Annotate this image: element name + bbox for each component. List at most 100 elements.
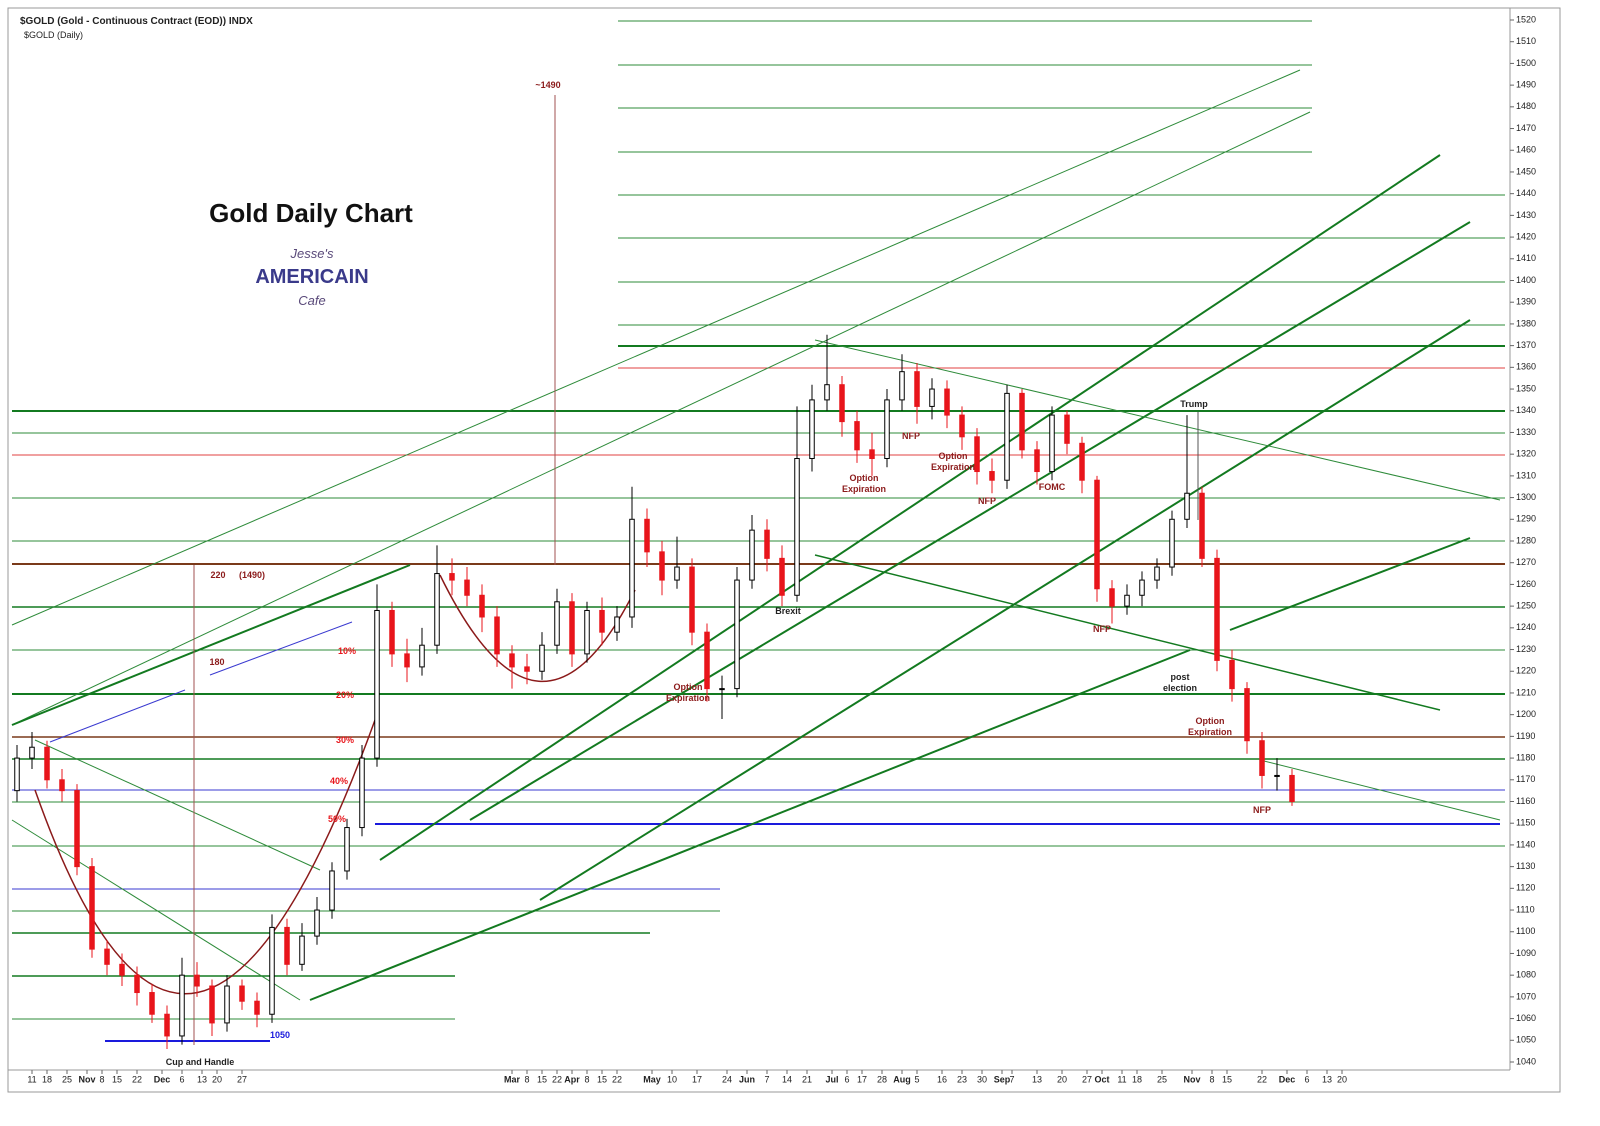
annotation-line: Option bbox=[939, 451, 968, 461]
x-tick-label: 13 bbox=[1322, 1074, 1332, 1084]
y-tick-label: 1260 bbox=[1516, 579, 1536, 589]
annotation: Option Expiration bbox=[666, 682, 710, 703]
x-tick-label: 22 bbox=[1257, 1074, 1267, 1084]
annotation-line: 1050 bbox=[270, 1030, 290, 1040]
annotation-line: Expiration bbox=[666, 693, 710, 703]
annotation-line: NFP bbox=[1253, 805, 1271, 815]
x-tick-label: 15 bbox=[112, 1074, 122, 1084]
y-tick-label: 1160 bbox=[1516, 796, 1535, 806]
candle-body bbox=[974, 436, 980, 473]
x-tick-label: 6 bbox=[1304, 1074, 1309, 1084]
candle-body bbox=[224, 985, 230, 1024]
candle-body bbox=[164, 1013, 170, 1037]
annotation-line: Expiration bbox=[1188, 727, 1232, 737]
candle-body bbox=[464, 579, 470, 596]
y-tick-label: 1100 bbox=[1516, 926, 1535, 936]
candle-body bbox=[329, 870, 335, 911]
x-tick-label: 20 bbox=[212, 1074, 222, 1084]
x-tick-label: Nov bbox=[78, 1074, 95, 1084]
candle-body bbox=[1094, 479, 1100, 590]
y-tick-label: 1360 bbox=[1516, 362, 1536, 372]
x-tick-label: 25 bbox=[62, 1074, 72, 1084]
y-tick-label: 1240 bbox=[1516, 622, 1536, 632]
annotation-line: Brexit bbox=[775, 606, 801, 616]
candle-body bbox=[1214, 557, 1220, 661]
x-tick-label: 18 bbox=[42, 1074, 52, 1084]
candle-body bbox=[869, 449, 875, 460]
y-tick-label: 1140 bbox=[1516, 839, 1535, 849]
candle-body bbox=[1259, 740, 1265, 776]
y-tick-label: 1040 bbox=[1516, 1056, 1536, 1066]
logo-text: Jesse's bbox=[290, 246, 334, 261]
annotation-line: Expiration bbox=[842, 484, 886, 494]
annotation-line: FOMC bbox=[1039, 482, 1066, 492]
x-tick-label: 8 bbox=[1209, 1074, 1214, 1084]
y-tick-label: 1490 bbox=[1516, 80, 1536, 90]
candle-body bbox=[1079, 442, 1085, 481]
annotation: 10% bbox=[338, 646, 356, 656]
candle-body bbox=[599, 609, 605, 633]
x-tick-label: 22 bbox=[612, 1074, 622, 1084]
y-tick-label: 1350 bbox=[1516, 383, 1536, 393]
y-tick-label: 1290 bbox=[1516, 514, 1536, 524]
candle-body bbox=[524, 666, 530, 672]
annotation: 40% bbox=[330, 776, 348, 786]
y-tick-label: 1520 bbox=[1516, 14, 1536, 24]
x-tick-label: 18 bbox=[1132, 1074, 1142, 1084]
x-tick-label: May bbox=[643, 1074, 661, 1084]
annotation: 30% bbox=[336, 735, 354, 745]
x-tick-label: 7 bbox=[1009, 1074, 1014, 1084]
candle-body bbox=[134, 974, 140, 994]
candle-body bbox=[254, 1000, 260, 1015]
y-tick-label: 1230 bbox=[1516, 644, 1536, 654]
x-tick-label: Aug bbox=[893, 1074, 911, 1084]
x-tick-label: 22 bbox=[132, 1074, 142, 1084]
annotation: 20% bbox=[336, 690, 354, 700]
x-tick-label: Jun bbox=[739, 1074, 755, 1084]
x-tick-label: 27 bbox=[1082, 1074, 1092, 1084]
y-tick-label: 1500 bbox=[1516, 58, 1536, 68]
logo-text: AMERICAIN bbox=[255, 266, 368, 288]
annotation-line: Option bbox=[850, 473, 879, 483]
annotation-line: 10% bbox=[338, 646, 356, 656]
y-tick-label: 1400 bbox=[1516, 275, 1536, 285]
annotation-line: 220 bbox=[210, 570, 225, 580]
y-tick-label: 1300 bbox=[1516, 492, 1536, 502]
candle-body bbox=[734, 579, 740, 690]
candle-body bbox=[1244, 688, 1250, 742]
y-tick-label: 1200 bbox=[1516, 709, 1536, 719]
y-tick-label: 1410 bbox=[1516, 253, 1536, 263]
x-tick-label: 23 bbox=[957, 1074, 967, 1084]
candle-body bbox=[299, 935, 305, 965]
x-tick-label: 10 bbox=[667, 1074, 677, 1084]
candle-body bbox=[89, 866, 95, 950]
y-tick-label: 1130 bbox=[1516, 861, 1535, 871]
x-tick-label: 20 bbox=[1337, 1074, 1347, 1084]
annotation: Brexit bbox=[775, 606, 801, 616]
y-tick-label: 1090 bbox=[1516, 948, 1536, 958]
subheader: $GOLD (Daily) bbox=[24, 30, 83, 40]
candle-body bbox=[149, 992, 155, 1015]
x-tick-label: 30 bbox=[977, 1074, 987, 1084]
y-tick-label: 1210 bbox=[1516, 687, 1536, 697]
x-tick-label: 11 bbox=[1117, 1074, 1126, 1084]
candle-body bbox=[794, 458, 800, 596]
candle-body bbox=[74, 790, 80, 868]
x-tick-label: 20 bbox=[1057, 1074, 1067, 1084]
candle-body bbox=[719, 688, 725, 691]
annotation-line: NFP bbox=[1093, 624, 1111, 634]
annotation-line: 180 bbox=[209, 657, 224, 667]
candle-body bbox=[119, 963, 125, 976]
candle-body bbox=[1049, 414, 1055, 473]
y-tick-label: 1280 bbox=[1516, 535, 1536, 545]
candle-body bbox=[44, 746, 50, 781]
candle-body bbox=[569, 601, 575, 655]
annotation-line: post bbox=[1171, 672, 1190, 682]
annotation: FOMC bbox=[1039, 482, 1066, 492]
candle-body bbox=[539, 644, 545, 672]
y-tick-label: 1320 bbox=[1516, 449, 1536, 459]
candle-body bbox=[479, 594, 485, 618]
candle-body bbox=[614, 616, 620, 633]
candle-body bbox=[1109, 588, 1115, 607]
annotation: 1050 bbox=[270, 1030, 290, 1040]
